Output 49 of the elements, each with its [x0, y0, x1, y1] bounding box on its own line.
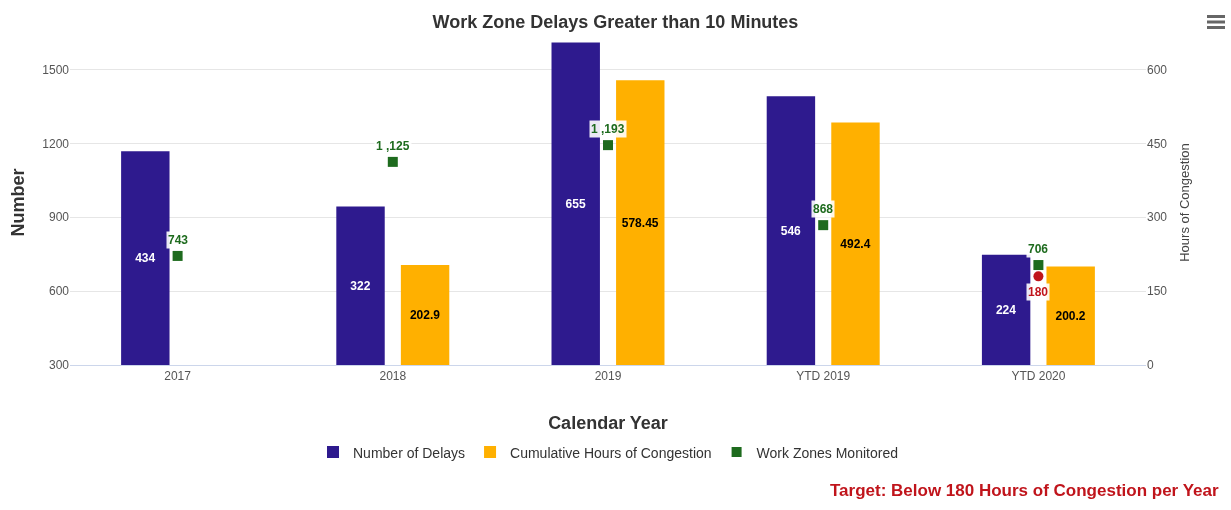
y2-tick-label: 600: [1147, 62, 1168, 77]
bar: [551, 42, 600, 365]
bar: [336, 206, 385, 365]
y-axis-title: Number: [8, 168, 28, 237]
x-tick-label: 2018: [379, 369, 407, 384]
data-label: 224: [995, 302, 1017, 317]
x-tick-label: 2019: [594, 369, 622, 384]
x-tick-label: 2017: [164, 369, 192, 384]
bar: [1046, 266, 1095, 365]
data-label: 200.2: [1055, 308, 1086, 323]
data-label: 322: [350, 278, 371, 293]
y2-tick-label: 0: [1147, 358, 1154, 373]
legend-label: Number of Delays: [353, 444, 466, 461]
y2-tick-label: 450: [1147, 136, 1168, 151]
bar: [400, 265, 450, 365]
data-label: 655: [565, 196, 586, 211]
x-tick-label: YTD 2020: [1011, 369, 1066, 384]
y-tick-label: 600: [48, 284, 70, 299]
x-axis-title: Calendar Year: [548, 413, 668, 433]
data-label: 180: [1028, 285, 1049, 299]
x-tick-label: YTD 2019: [796, 369, 851, 384]
data-label: 202.9: [409, 308, 441, 323]
y-tick-label: 1200: [42, 136, 70, 151]
point: [603, 140, 613, 151]
data-label: 1 ,193: [591, 122, 625, 136]
data-label: 743: [168, 233, 189, 247]
point: [387, 156, 398, 167]
y-tick-label: 300: [48, 358, 70, 373]
y2-tick-label: 150: [1147, 284, 1168, 299]
data-label: 1 ,125: [376, 139, 410, 153]
data-label: 546: [780, 223, 802, 238]
bar: [831, 122, 880, 365]
point: [172, 250, 183, 261]
data-label: 492.4: [840, 236, 871, 251]
data-label: 706: [1028, 242, 1049, 256]
y-tick-label: 1500: [42, 62, 70, 77]
legend-label: Work Zones Monitored: [756, 444, 898, 461]
text: Target: Below 180 Hours of Congestion per Year: [830, 481, 1219, 500]
data-label: 868: [813, 202, 834, 216]
point: [818, 220, 829, 231]
y2-axis-title: Hours of Congestion: [1176, 143, 1192, 262]
bar: [121, 151, 170, 365]
y2-tick-label: 300: [1147, 210, 1168, 225]
data-label: 578.45: [621, 215, 659, 230]
legend-label: Cumulative Hours of Congestion: [510, 444, 712, 461]
data-label: 434: [135, 251, 156, 266]
y-tick-label: 900: [48, 210, 70, 225]
chart-title: Work Zone Delays Greater than 10 Minutes: [432, 11, 799, 32]
point: [1033, 260, 1044, 271]
